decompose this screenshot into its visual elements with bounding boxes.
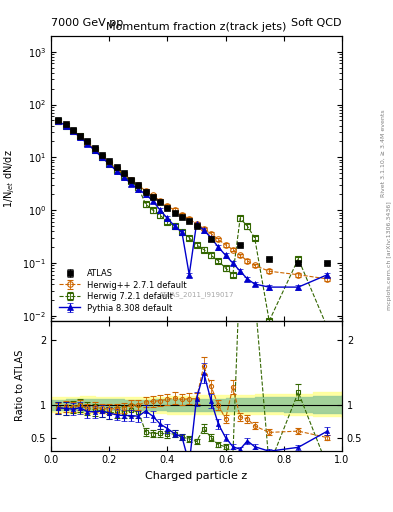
X-axis label: Charged particle z: Charged particle z	[145, 471, 248, 481]
Y-axis label: 1/N$_{jet}$ dN/dz: 1/N$_{jet}$ dN/dz	[2, 149, 17, 208]
Text: mcplots.cern.ch [arXiv:1306.3436]: mcplots.cern.ch [arXiv:1306.3436]	[387, 202, 391, 310]
Text: Soft QCD: Soft QCD	[292, 18, 342, 28]
Title: Momentum fraction z(track jets): Momentum fraction z(track jets)	[107, 23, 286, 32]
Text: 7000 GeV pp: 7000 GeV pp	[51, 18, 123, 28]
Text: ATLAS_2011_I919017: ATLAS_2011_I919017	[159, 291, 234, 298]
Text: Rivet 3.1.10, ≥ 3.4M events: Rivet 3.1.10, ≥ 3.4M events	[381, 110, 386, 198]
Y-axis label: Ratio to ATLAS: Ratio to ATLAS	[15, 350, 25, 421]
Legend: ATLAS, Herwig++ 2.7.1 default, Herwig 7.2.1 default, Pythia 8.308 default: ATLAS, Herwig++ 2.7.1 default, Herwig 7.…	[55, 265, 191, 317]
